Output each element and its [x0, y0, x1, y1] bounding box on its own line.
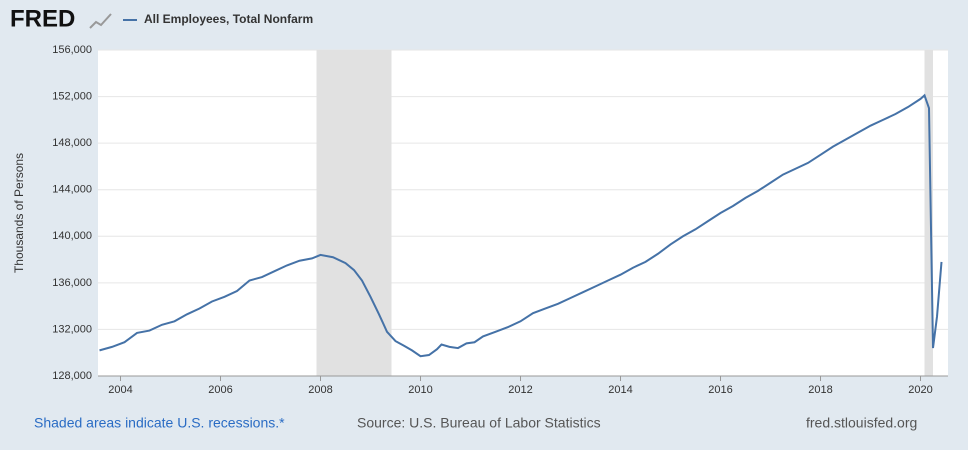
recession-shade — [924, 50, 933, 376]
logo-icon — [89, 13, 112, 29]
y-tick-label: 148,000 — [52, 137, 92, 149]
x-tick-label: 2004 — [108, 384, 132, 396]
recession-shade — [316, 50, 392, 376]
y-tick-label: 132,000 — [52, 323, 92, 335]
x-tick-label: 2006 — [208, 384, 232, 396]
source: Source: U.S. Bureau of Labor Statistics — [357, 415, 601, 431]
y-tick-label: 128,000 — [52, 370, 92, 382]
y-tick-label: 156,000 — [52, 44, 92, 56]
site: fred.stlouisfed.org — [806, 415, 917, 431]
x-tick-label: 2012 — [508, 384, 532, 396]
recession-note[interactable]: Shaded areas indicate U.S. recessions.* — [34, 415, 285, 431]
x-tick-label: 2010 — [408, 384, 432, 396]
x-tick-label: 2008 — [308, 384, 332, 396]
y-axis-label: Thousands of Persons — [12, 153, 26, 273]
logo: FRED — [10, 5, 75, 32]
x-tick-label: 2018 — [808, 384, 832, 396]
series-line — [99, 93, 943, 358]
y-tick-label: 152,000 — [52, 90, 92, 102]
legend-label: All Employees, Total Nonfarm — [144, 12, 313, 26]
x-tick-label: 2016 — [708, 384, 732, 396]
plot-area — [98, 50, 948, 376]
y-tick-label: 136,000 — [52, 277, 92, 289]
y-tick-label: 144,000 — [52, 184, 92, 196]
x-tick-label: 2014 — [608, 384, 632, 396]
x-tick-label: 2020 — [908, 384, 932, 396]
y-tick-label: 140,000 — [52, 230, 92, 242]
